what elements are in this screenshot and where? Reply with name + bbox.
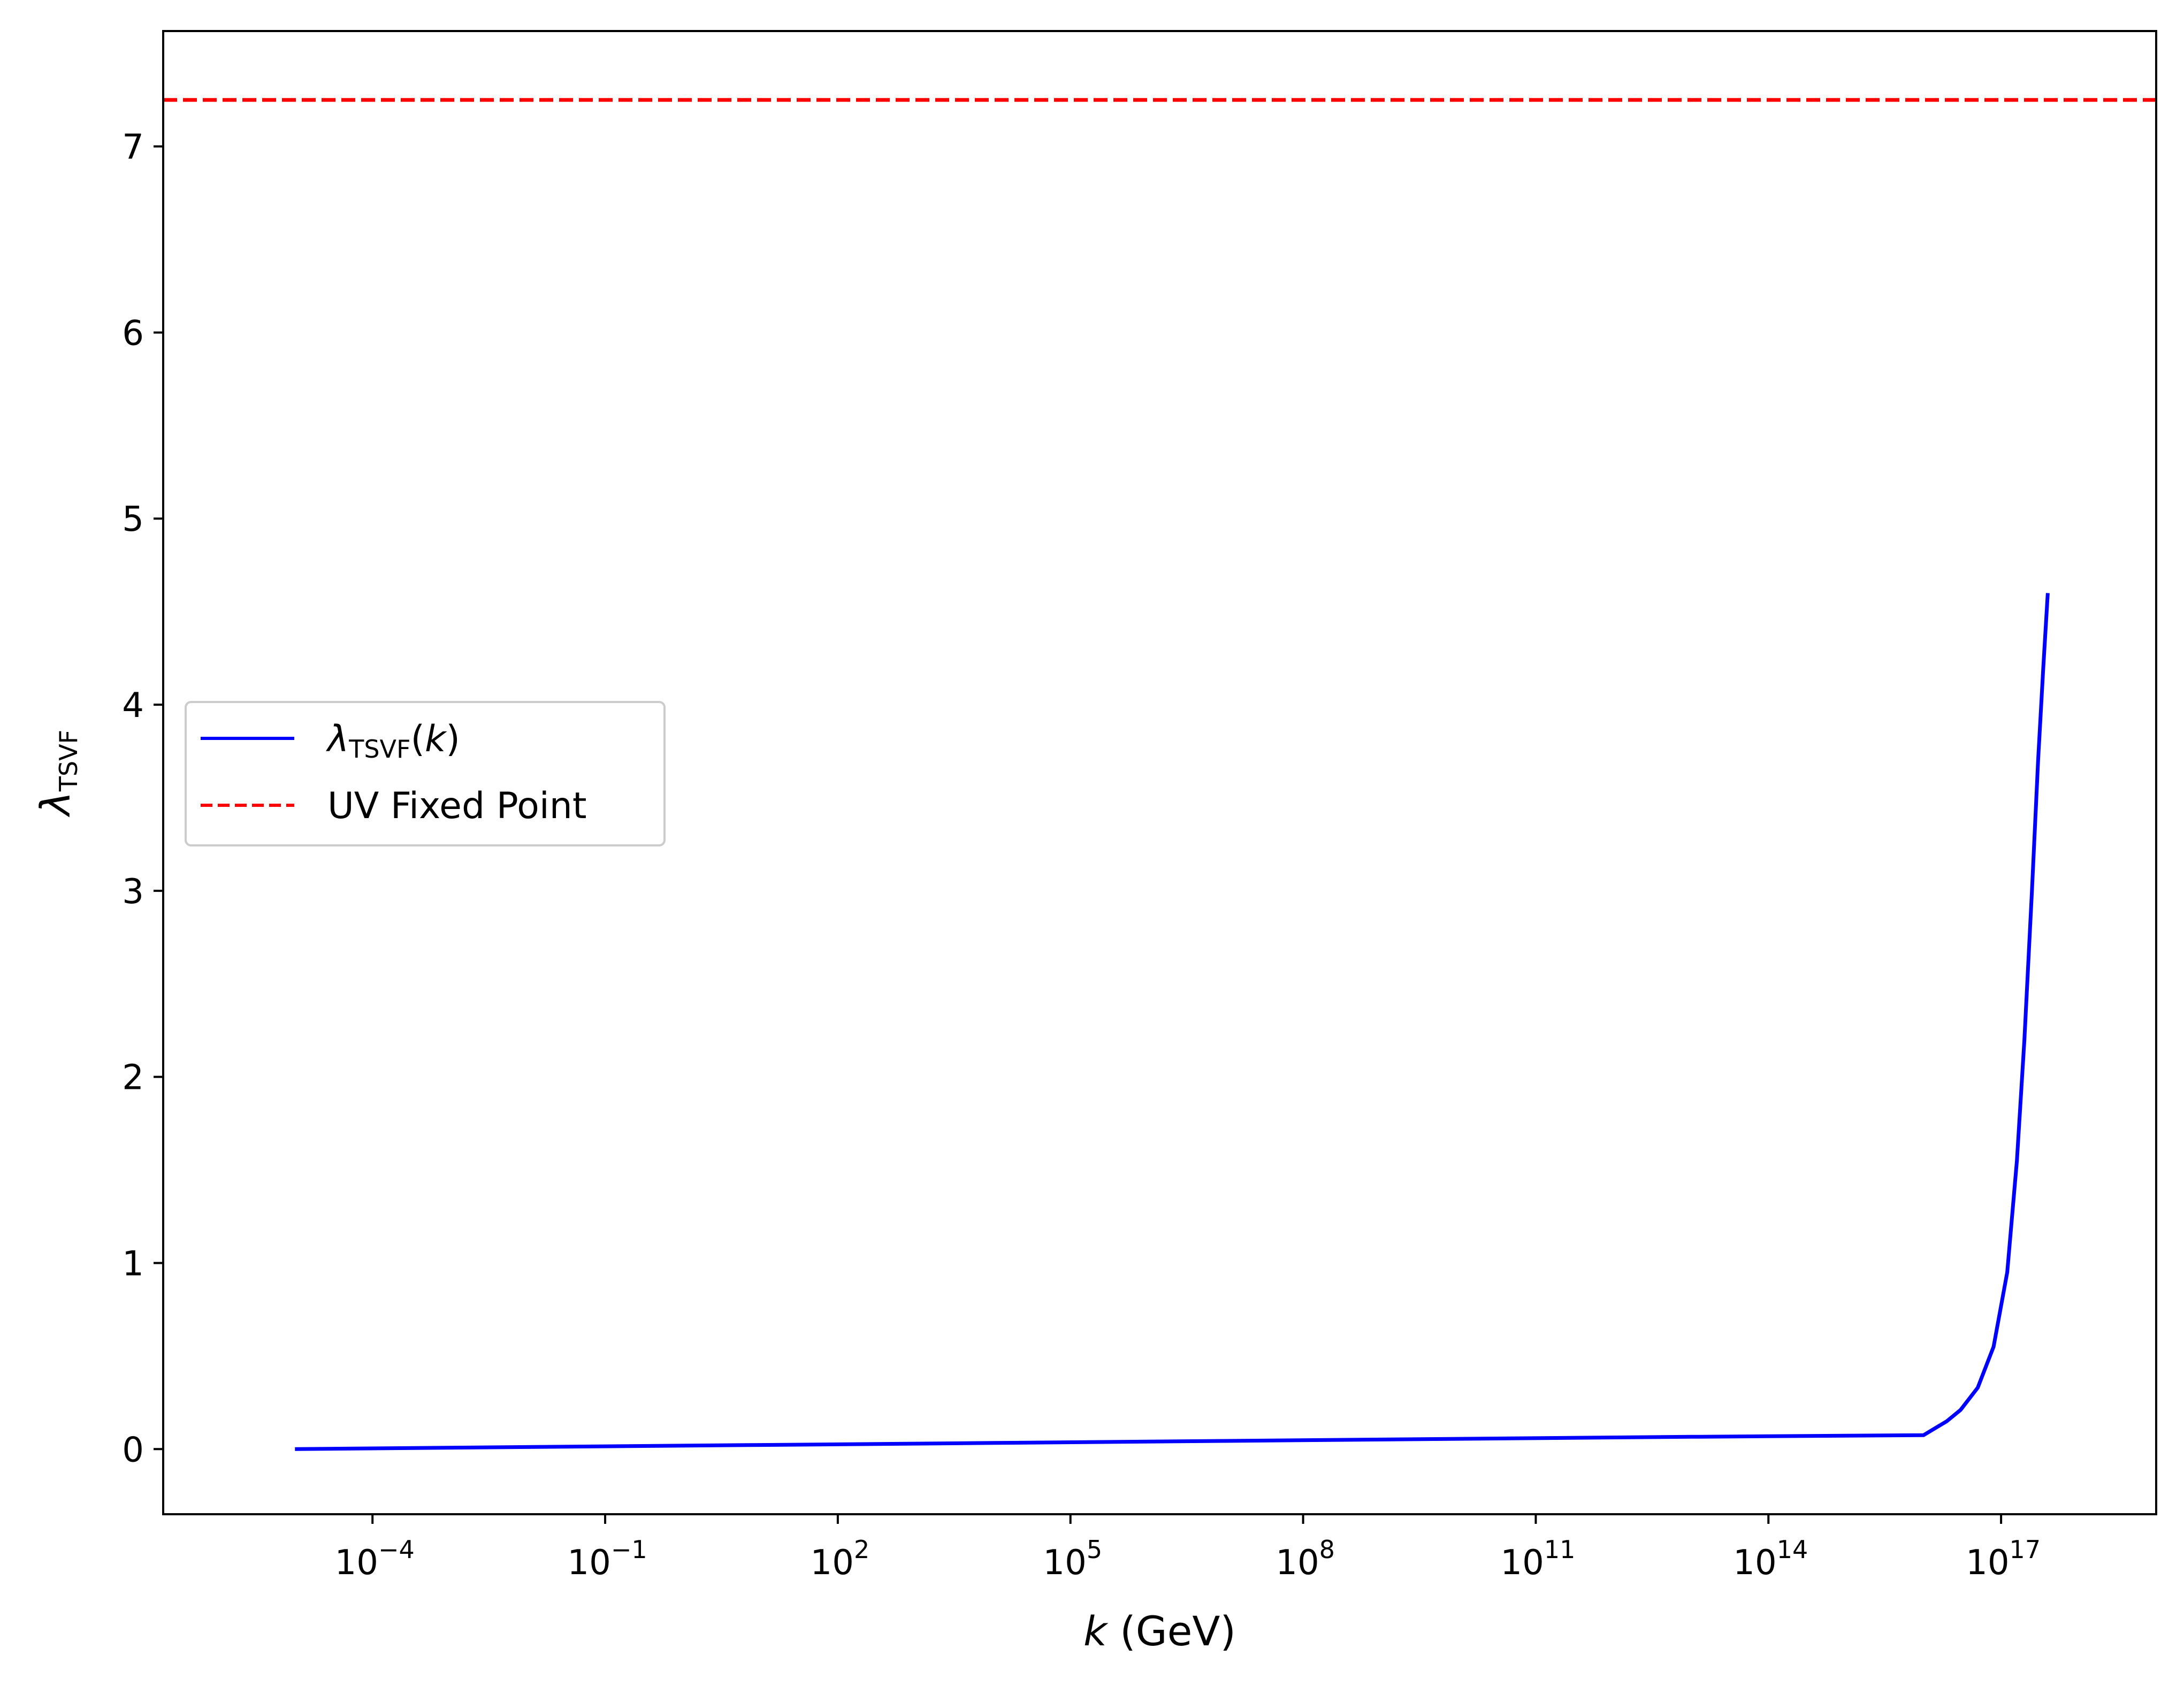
x-tick-exponent: −4	[378, 1535, 415, 1564]
plot-area	[163, 98, 2156, 1451]
legend-label-uv-fixed-point: UV Fixed Point	[327, 785, 587, 827]
legend: λTSVF(k) UV Fixed Point	[185, 701, 666, 846]
x-tick-label: 108	[1276, 1535, 1335, 1583]
legend-lambda-main: λ	[326, 718, 349, 760]
x-tick-base: 10	[335, 1543, 378, 1583]
x-axis-title-var: k	[1083, 1607, 1109, 1655]
x-tick-label: 10−4	[335, 1535, 415, 1583]
legend-lambda-arg: k	[425, 718, 447, 760]
y-tick-label: 7	[122, 128, 144, 167]
y-tick-label: 2	[122, 1058, 144, 1098]
y-tick-label: 5	[122, 500, 144, 539]
x-tick-base: 10	[1276, 1543, 1319, 1583]
series-lambda-tsvf-line	[295, 593, 2050, 1451]
x-axis-title: k (GeV)	[1083, 1607, 1236, 1655]
x-axis-title-unit: (GeV)	[1107, 1607, 1236, 1655]
x-tick-base: 10	[1966, 1543, 2009, 1583]
axes-frame	[162, 30, 2157, 1515]
x-tick-base: 10	[1733, 1543, 1776, 1583]
x-tick-label: 1017	[1966, 1535, 2041, 1583]
legend-label-lambda: λTSVF(k)	[326, 718, 460, 764]
x-tick-label: 105	[1043, 1535, 1102, 1583]
y-axis-title-sub: TSVF	[54, 730, 83, 792]
x-tick-base: 10	[1500, 1543, 1544, 1583]
y-tick-label: 6	[122, 314, 144, 353]
x-tick-label: 1011	[1500, 1535, 1575, 1583]
x-tick-base: 10	[1043, 1543, 1086, 1583]
x-tick-exponent: −1	[611, 1535, 647, 1564]
y-axis-title: λTSVF	[32, 730, 83, 818]
x-tick-label: 1014	[1733, 1535, 1808, 1583]
x-tick-exponent: 2	[854, 1535, 869, 1564]
x-tick-base: 10	[811, 1543, 854, 1583]
legend-box	[185, 701, 666, 846]
x-tick-label: 10−1	[567, 1535, 647, 1583]
y-axis-title-main: λ	[32, 791, 79, 818]
x-tick-exponent: 17	[2010, 1535, 2041, 1564]
y-tick-label: 0	[122, 1430, 144, 1470]
legend-lambda-rest: (k)	[410, 718, 460, 760]
x-tick-exponent: 5	[1087, 1535, 1102, 1564]
x-tick-base: 10	[567, 1543, 610, 1583]
x-tick-exponent: 14	[1777, 1535, 1808, 1564]
y-tick-label: 3	[122, 872, 144, 912]
y-tick-label: 1	[122, 1244, 144, 1284]
x-tick-label: 102	[811, 1535, 870, 1583]
y-tick-label: 4	[122, 686, 144, 726]
x-tick-exponent: 11	[1544, 1535, 1576, 1564]
x-tick-exponent: 8	[1319, 1535, 1335, 1564]
legend-lambda-sub: TSVF	[348, 735, 410, 764]
